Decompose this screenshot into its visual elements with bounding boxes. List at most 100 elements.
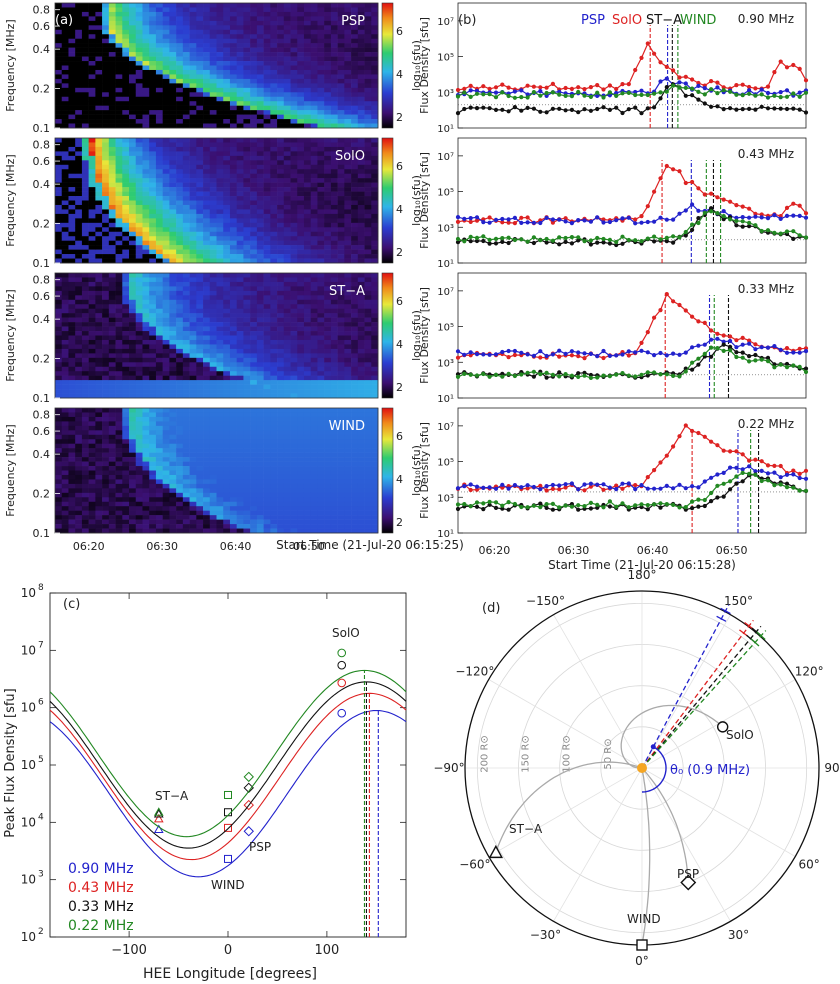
spectrogram-pixel bbox=[176, 317, 184, 323]
spectrogram-pixel bbox=[203, 7, 211, 13]
spectrogram-pixel bbox=[55, 448, 63, 453]
spectrogram-pixel bbox=[75, 501, 83, 507]
spectrogram-pixel bbox=[344, 335, 352, 341]
spectrogram-pixel bbox=[108, 61, 116, 66]
spectrogram-pixel bbox=[324, 393, 332, 399]
spectrogram-pixel bbox=[256, 11, 264, 17]
spectrogram-pixel bbox=[81, 20, 89, 26]
spectrogram-pixel bbox=[115, 425, 123, 431]
spectrogram-pixel bbox=[317, 7, 325, 13]
spectrogram-pixel bbox=[61, 497, 69, 503]
spectrogram-pixel bbox=[351, 366, 359, 372]
spectrogram-pixel bbox=[277, 348, 285, 354]
spectrogram-pixel bbox=[371, 110, 379, 115]
spectrogram-pixel bbox=[102, 457, 110, 462]
spectrogram-pixel bbox=[357, 317, 365, 323]
spectrogram-pixel bbox=[256, 169, 264, 175]
spectrogram-pixel bbox=[135, 142, 143, 148]
spectrogram-pixel bbox=[115, 227, 123, 233]
spectrogram-pixel bbox=[189, 52, 197, 57]
spectrogram-pixel bbox=[209, 519, 217, 525]
spectrogram-pixel bbox=[310, 160, 318, 166]
spectrogram-pixel bbox=[88, 506, 96, 511]
spectrogram-pixel bbox=[142, 497, 150, 503]
spectrogram-pixel bbox=[297, 146, 305, 152]
spectrogram-pixel bbox=[263, 470, 271, 476]
spectrogram-pixel bbox=[330, 393, 338, 399]
spectrogram-pixel bbox=[371, 178, 379, 183]
spectrogram-label: SolO bbox=[335, 149, 365, 164]
spectrogram-pixel bbox=[81, 457, 89, 462]
spectrogram-pixel bbox=[371, 245, 379, 250]
spectrogram-pixel bbox=[216, 273, 224, 278]
spectrogram-pixel bbox=[256, 290, 264, 296]
spectrogram-pixel bbox=[189, 20, 197, 26]
spectrogram-pixel bbox=[108, 524, 116, 529]
spectrogram-pixel bbox=[344, 178, 352, 183]
spectrogram-pixel bbox=[108, 384, 116, 390]
spectrogram-pixel bbox=[290, 83, 298, 89]
spectrogram-pixel bbox=[364, 11, 372, 17]
spectrogram-pixel bbox=[256, 474, 264, 480]
spectrogram-pixel bbox=[182, 11, 190, 17]
spectrogram-pixel bbox=[303, 339, 312, 345]
spectrogram-pixel bbox=[290, 151, 298, 157]
spectrogram-pixel bbox=[303, 331, 312, 336]
spectrogram-pixel bbox=[189, 344, 197, 350]
spectrogram-pixel bbox=[330, 357, 338, 363]
spectrogram-pixel bbox=[169, 497, 177, 503]
spectrogram-pixel bbox=[169, 56, 177, 62]
spectrogram-pixel bbox=[81, 16, 89, 22]
spectrogram-pixel bbox=[236, 236, 244, 241]
spectrogram-pixel bbox=[129, 452, 137, 458]
spectrogram-pixel bbox=[75, 110, 83, 115]
spectrogram-pixel bbox=[122, 466, 130, 471]
spectrogram-pixel bbox=[283, 196, 291, 201]
spectrogram-pixel bbox=[162, 408, 170, 413]
spectrogram-pixel bbox=[243, 389, 251, 394]
spectrogram-pixel bbox=[129, 371, 137, 376]
spectrogram-pixel bbox=[351, 236, 359, 241]
spectrogram-pixel bbox=[182, 393, 190, 399]
spectrogram-pixel bbox=[243, 304, 251, 310]
spectrogram-pixel bbox=[149, 313, 157, 318]
spectrogram-pixel bbox=[310, 191, 318, 197]
spectrogram-pixel bbox=[142, 470, 150, 476]
spectrogram-pixel bbox=[169, 331, 177, 336]
spectrogram-pixel bbox=[236, 375, 244, 381]
spectrogram-pixel bbox=[189, 430, 197, 436]
spectrogram-pixel bbox=[115, 483, 123, 489]
spectrogram-pixel bbox=[129, 408, 137, 413]
spectrogram-pixel bbox=[122, 290, 130, 296]
spectrogram-pixel bbox=[182, 114, 190, 120]
spectrogram-pixel bbox=[95, 142, 103, 148]
spectrogram-pixel bbox=[236, 380, 244, 385]
spectrogram-pixel bbox=[203, 357, 211, 363]
spectrogram-pixel bbox=[216, 151, 224, 157]
spectrogram-pixel bbox=[216, 92, 224, 98]
spectrogram-pixel bbox=[364, 34, 372, 40]
spectrogram-pixel bbox=[203, 380, 211, 385]
spectrogram-pixel bbox=[176, 240, 184, 246]
spectrogram-pixel bbox=[209, 61, 217, 66]
spectrogram-pixel bbox=[176, 123, 184, 129]
spectrogram-pixel bbox=[216, 366, 224, 372]
spectrogram-pixel bbox=[61, 344, 69, 350]
spectrogram-pixel bbox=[162, 222, 170, 228]
spectrogram-pixel bbox=[243, 331, 251, 336]
spectrogram-pixel bbox=[129, 249, 137, 255]
spectrogram-pixel bbox=[81, 479, 89, 485]
spectrogram-pixel bbox=[88, 389, 96, 394]
spectrogram-pixel bbox=[310, 357, 318, 363]
spectrogram-pixel bbox=[135, 119, 143, 124]
spectrogram-pixel bbox=[142, 227, 150, 233]
spectrogram-pixel bbox=[81, 142, 89, 148]
spectrogram-pixel bbox=[371, 331, 379, 336]
spectrogram-pixel bbox=[209, 209, 217, 215]
spectrogram-pixel bbox=[108, 273, 116, 278]
spectrogram-pixel bbox=[229, 299, 237, 305]
spectrogram-pixel bbox=[317, 101, 325, 106]
spectrogram-pixel bbox=[283, 231, 291, 237]
spectrogram-pixel bbox=[102, 231, 110, 237]
spectrogram-pixel bbox=[142, 421, 150, 427]
